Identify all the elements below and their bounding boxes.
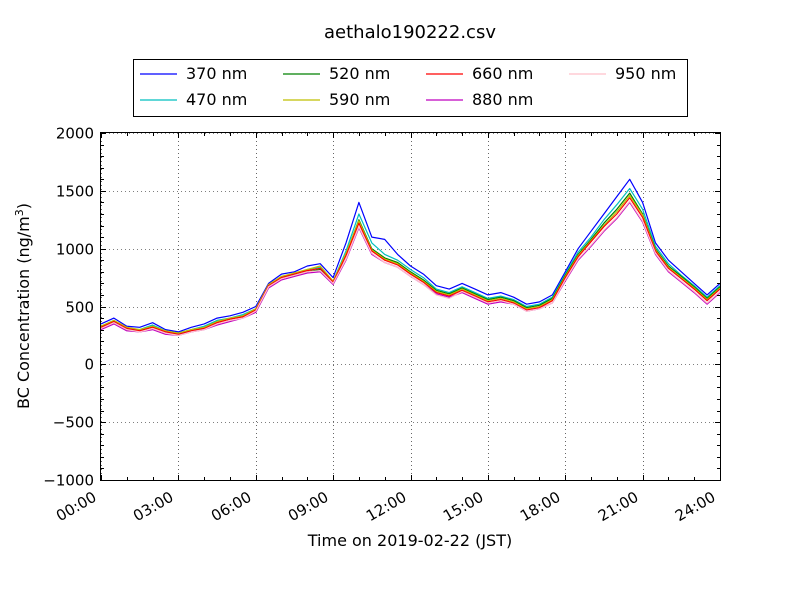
legend-label: 880 nm [472, 90, 533, 109]
plot-frame [100, 132, 721, 481]
series-line-660-nm [100, 197, 721, 335]
y-tick-label: −500 [53, 414, 94, 432]
series-line-950-nm [100, 200, 721, 336]
y-tick-label: 1000 [56, 241, 94, 259]
y-tick-label: 1500 [56, 183, 94, 201]
legend: 370 nm 470 nm 520 nm 590 nm 660 nm 880 nm 950 … [133, 59, 688, 117]
series-line-590-nm [100, 194, 721, 334]
x-tick-label: 12:00 [363, 488, 409, 525]
legend-label: 590 nm [329, 90, 390, 109]
y-tick-label: 0 [84, 356, 94, 374]
x-axis-label: Time on 2019-02-22 (JST) [307, 531, 512, 550]
series-line-370-nm [100, 178, 721, 333]
y-axis-label: BC Concentration (ng/m3) [13, 203, 33, 409]
x-tick-label: 21:00 [595, 488, 641, 525]
y-tick-label: 2000 [56, 125, 94, 143]
x-tick-label: 06:00 [208, 488, 254, 525]
series-line-520-nm [100, 192, 721, 335]
legend-label: 950 nm [615, 64, 676, 83]
chart-title: aethalo190222.csv [324, 22, 496, 43]
y-tick-label: 500 [65, 299, 94, 317]
legend-label: 660 nm [472, 64, 533, 83]
y-axis-label-main: BC Concentration (ng/m [14, 216, 33, 409]
legend-label: 520 nm [329, 64, 390, 83]
x-tick-label: 09:00 [285, 488, 331, 525]
x-tick-label: 24:00 [672, 488, 718, 525]
y-tick-label: −1000 [43, 472, 94, 490]
y-axis-label-superscript: 3 [13, 209, 26, 216]
x-tick-label: 18:00 [517, 488, 563, 525]
legend-label: 370 nm [186, 64, 247, 83]
plot-area: −1000 −500 0 500 1000 1500 2000 00:00 03:00 06:0… [43, 125, 721, 525]
legend-label: 470 nm [186, 90, 247, 109]
x-tick-label: 00:00 [53, 488, 99, 525]
legend-frame [133, 59, 688, 117]
series-line-470-nm [100, 187, 721, 334]
x-tick-label: 15:00 [440, 488, 486, 525]
y-axis-label-tail: ) [14, 203, 33, 209]
x-tick-label: 03:00 [130, 488, 176, 525]
